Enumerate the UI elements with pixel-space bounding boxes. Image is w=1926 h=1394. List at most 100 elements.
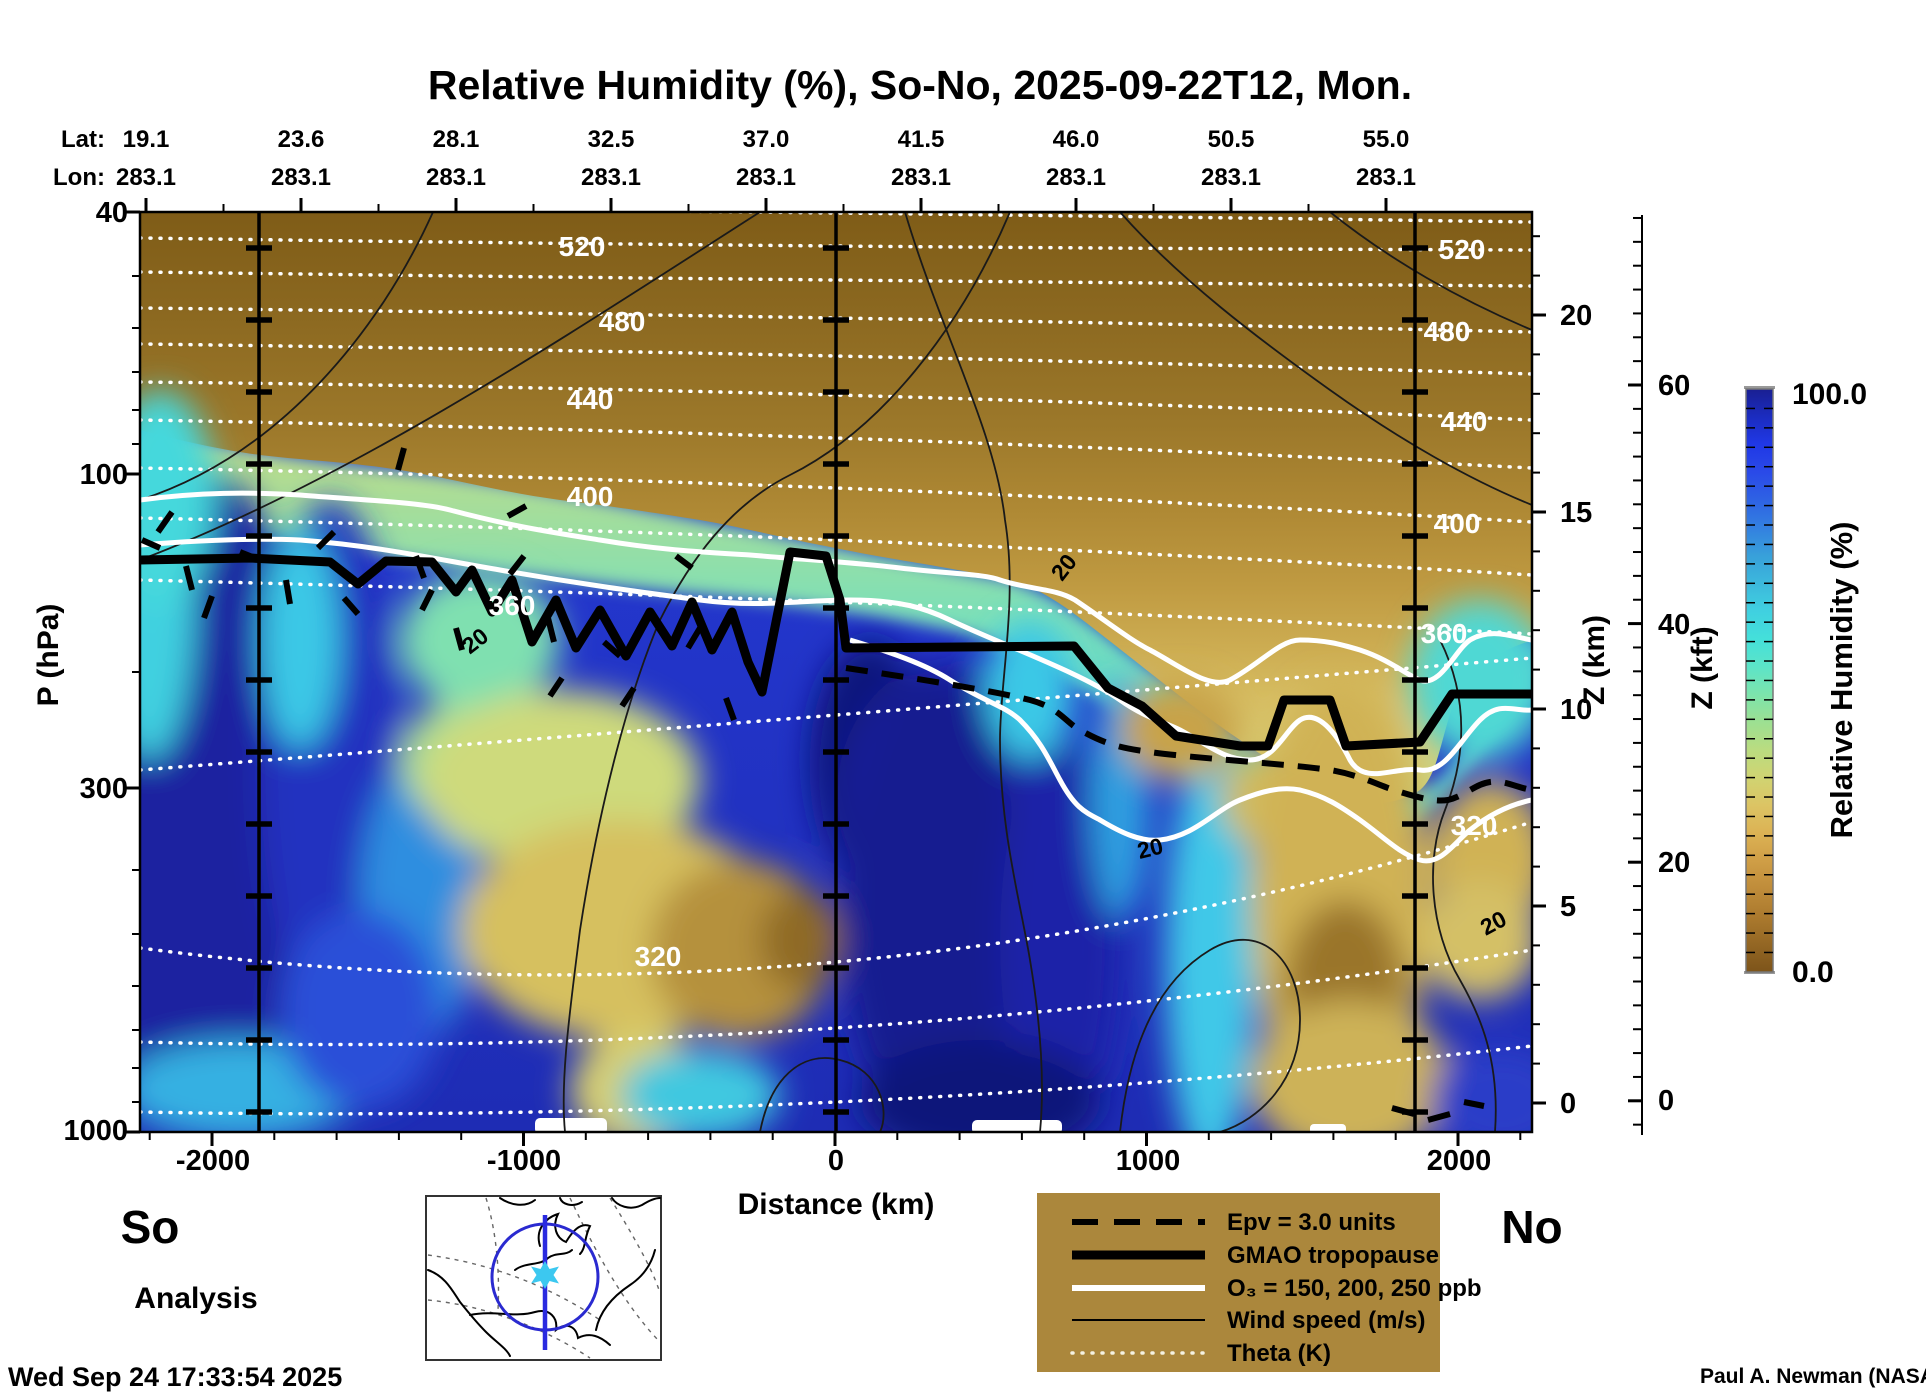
surface-terrain-notch xyxy=(1310,1124,1346,1132)
transect-star-icon xyxy=(531,1261,559,1289)
main-plot: 520 480 440 400 360 320 520 480 440 400 … xyxy=(126,198,1546,1146)
theta-label-left-520: 520 xyxy=(559,231,606,262)
pressure-axis-label: P (hPa) xyxy=(32,604,65,707)
map-inset xyxy=(425,1195,662,1361)
legend-entry-tropopause-label: GMAO tropopause xyxy=(1227,1242,1439,1269)
colorbar-tick-marks xyxy=(1746,407,1773,954)
lon-value: 283.1 xyxy=(891,164,951,191)
north-endpoint-label: No xyxy=(1501,1201,1562,1253)
lon-value: 283.1 xyxy=(116,164,176,191)
vertical-reference-lines xyxy=(246,212,1428,1132)
z-km-tick-15: 15 xyxy=(1560,497,1592,529)
theta-contours xyxy=(140,212,1532,1116)
lat-value: 37.0 xyxy=(743,126,790,153)
z-kft-tick-0: 0 xyxy=(1658,1085,1674,1117)
z-kft-tick-40: 40 xyxy=(1658,609,1690,641)
wind-contour xyxy=(1119,212,1532,506)
theta-label-left-440: 440 xyxy=(567,384,614,415)
legend-entry-ozone-label: O₃ = 150, 200, 250 ppb xyxy=(1227,1275,1482,1302)
wind-contour xyxy=(1329,212,1532,331)
pressure-tick-40: 40 xyxy=(96,197,128,229)
lat-value: 28.1 xyxy=(433,126,480,153)
south-endpoint-label: So xyxy=(121,1201,180,1253)
theta-label-left-480: 480 xyxy=(599,306,646,337)
theta-label-right-360: 360 xyxy=(1421,618,1468,649)
wind-contour xyxy=(140,212,434,501)
lat-lon-header: Lat: Lon: 19.1 23.6 28.1 32.5 37.0 41.5 … xyxy=(53,126,1416,191)
theta-label-left-360: 360 xyxy=(489,590,536,621)
legend: Epv = 3.0 units GMAO tropopause O₃ = 150… xyxy=(1037,1193,1482,1372)
pressure-tick-1000: 1000 xyxy=(63,1115,128,1147)
z-km-tick-20: 20 xyxy=(1560,300,1592,332)
theta-label-right-440: 440 xyxy=(1441,406,1488,437)
theta-label-right-480: 480 xyxy=(1424,316,1471,347)
lon-value: 283.1 xyxy=(426,164,486,191)
theta-line xyxy=(140,820,1532,977)
lat-value: 41.5 xyxy=(898,126,945,153)
lat-value: 50.5 xyxy=(1208,126,1255,153)
distance-axis: -2000 -1000 0 1000 2000 Distance (km) xyxy=(176,1145,1491,1221)
distance-tick: 2000 xyxy=(1427,1145,1492,1177)
z-kft-axis: 60 40 20 0 Z (kft) xyxy=(1628,215,1719,1135)
z-km-axis: 20 15 10 5 0 Z (km) xyxy=(1560,300,1611,1120)
theta-label-right-320: 320 xyxy=(1451,810,1498,841)
lat-value: 32.5 xyxy=(588,126,635,153)
axis-tick-marks xyxy=(126,198,1546,1146)
lat-value: 19.1 xyxy=(123,126,170,153)
theta-contour-labels: 520 480 440 400 360 320 520 480 440 400 … xyxy=(489,231,1498,972)
lat-row-label: Lat: xyxy=(61,126,105,153)
legend-entry-wind-label: Wind speed (m/s) xyxy=(1227,1307,1425,1334)
lon-row-label: Lon: xyxy=(53,164,105,191)
z-kft-tick-20: 20 xyxy=(1658,847,1690,879)
distance-axis-label: Distance (km) xyxy=(738,1188,935,1221)
colorbar: 100.0 0.0 Relative Humidity (%) xyxy=(1744,378,1867,989)
distance-tick: 1000 xyxy=(1116,1145,1181,1177)
theta-label-left-320: 320 xyxy=(635,941,682,972)
ozone-contour-150 xyxy=(140,490,1532,685)
colorbar-min-label: 0.0 xyxy=(1792,956,1834,989)
lon-value: 283.1 xyxy=(736,164,796,191)
lon-value: 283.1 xyxy=(1201,164,1261,191)
ozone-contours xyxy=(140,490,1532,864)
wind-speed-contours xyxy=(140,212,1532,1132)
distance-tick: 0 xyxy=(828,1145,844,1177)
colorbar-title: Relative Humidity (%) xyxy=(1824,522,1859,839)
lat-value: 46.0 xyxy=(1053,126,1100,153)
lat-value: 23.6 xyxy=(278,126,325,153)
wind-contour xyxy=(1432,639,1497,1132)
colorbar-endcap xyxy=(1744,386,1775,389)
z-kft-axis-label: Z (kft) xyxy=(1686,626,1719,709)
z-kft-tick-marks xyxy=(1628,216,1642,1126)
epv-contours xyxy=(140,447,1532,1123)
theta-label-left-400: 400 xyxy=(567,481,614,512)
theta-label-right-400: 400 xyxy=(1434,508,1481,539)
z-km-tick-5: 5 xyxy=(1560,891,1576,923)
z-km-tick-10: 10 xyxy=(1560,694,1592,726)
wind-speed-label: 20 xyxy=(1135,833,1166,864)
lon-value: 283.1 xyxy=(1356,164,1416,191)
theta-label-right-520: 520 xyxy=(1439,234,1486,265)
map-coastlines xyxy=(427,1197,661,1357)
pressure-tick-300: 300 xyxy=(80,773,128,805)
wind-contour xyxy=(140,212,761,561)
distance-tick: -1000 xyxy=(487,1145,561,1177)
credit-text: Paul A. Newman (NASA xyxy=(1700,1365,1926,1388)
lon-value: 283.1 xyxy=(581,164,641,191)
tropopause-line xyxy=(140,547,1532,751)
run-type-label: Analysis xyxy=(134,1282,257,1315)
legend-entry-theta-label: Theta (K) xyxy=(1227,1340,1331,1367)
z-km-tick-0: 0 xyxy=(1560,1088,1576,1120)
z-km-axis-label: Z (km) xyxy=(1578,615,1611,705)
lat-value: 55.0 xyxy=(1363,126,1410,153)
page-title: Relative Humidity (%), So-No, 2025-09-22… xyxy=(428,62,1412,108)
colorbar-max-label: 100.0 xyxy=(1792,378,1867,411)
legend-box xyxy=(1037,1193,1440,1372)
wind-contour xyxy=(759,1057,885,1132)
wind-contour xyxy=(904,212,1043,1132)
lon-value: 283.1 xyxy=(271,164,331,191)
generation-timestamp: Wed Sep 24 17:33:54 2025 xyxy=(8,1362,342,1392)
wind-contour xyxy=(1119,938,1301,1132)
distance-tick: -2000 xyxy=(176,1145,250,1177)
pressure-tick-100: 100 xyxy=(80,459,128,491)
